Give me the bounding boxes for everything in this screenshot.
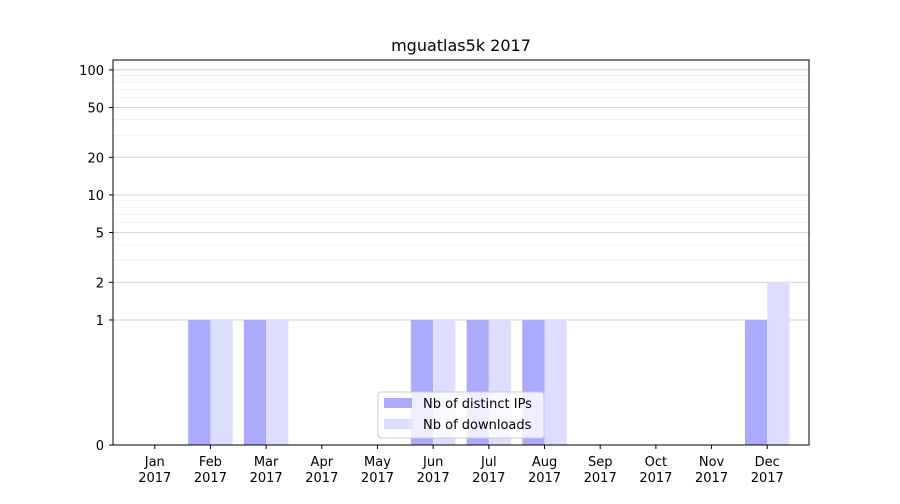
x-tick-label: Jul 2017 <box>472 455 505 486</box>
legend: Nb of distinct IPs Nb of downloads <box>377 391 545 439</box>
y-tick-label: 5 <box>96 227 104 242</box>
axis-layer: 0 1 2 5 10 20 50 100 Jan 2017 Feb 2017 Mar 2017 Apr 201… <box>79 64 784 486</box>
x-tick-label: Jan 2017 <box>138 455 171 486</box>
legend-swatch-distinct-ips <box>384 398 412 408</box>
bar-downloads <box>210 319 233 445</box>
legend-frame <box>377 391 545 439</box>
legend-swatch-downloads <box>384 419 412 429</box>
x-tick-label: Dec 2017 <box>751 455 784 486</box>
y-tick-label: 100 <box>79 64 104 79</box>
bar-distinct-ips <box>744 319 768 445</box>
y-tick-label: 10 <box>87 189 104 204</box>
x-tick-label: May 2017 <box>361 455 394 486</box>
plot-frame <box>112 59 810 446</box>
bar-downloads <box>544 319 567 445</box>
bar-distinct-ips <box>188 319 211 445</box>
chart-title: mguatlas5k 2017 <box>391 36 531 55</box>
y-tick-label: 0 <box>96 439 104 454</box>
x-tick-label: Sep 2017 <box>584 455 617 486</box>
y-tick-label: 2 <box>96 276 104 291</box>
bar-downloads <box>767 282 790 445</box>
y-tick-label: 1 <box>96 314 104 329</box>
x-tick-label: Oct 2017 <box>639 455 672 486</box>
legend-label-distinct-ips: Nb of distinct IPs <box>423 397 532 412</box>
legend-label-downloads: Nb of downloads <box>423 418 532 433</box>
x-tick-label: Feb 2017 <box>194 455 227 486</box>
grid-layer <box>113 69 809 321</box>
x-tick-label: Nov 2017 <box>695 455 728 486</box>
x-tick-label: Mar 2017 <box>250 455 283 486</box>
y-tick-label: 50 <box>87 102 104 117</box>
x-tick-label: Aug 2017 <box>528 455 561 486</box>
x-tick-label: Apr 2017 <box>305 455 338 486</box>
bar-downloads <box>266 319 289 445</box>
bar-distinct-ips <box>243 319 267 445</box>
x-tick-label: Jun 2017 <box>417 455 450 486</box>
y-tick-label: 20 <box>87 151 104 166</box>
